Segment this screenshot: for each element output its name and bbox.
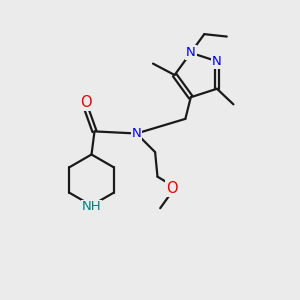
Text: O: O [166,181,177,196]
Text: NH: NH [82,200,101,214]
Text: N: N [132,127,141,140]
Text: N: N [212,55,222,68]
Text: O: O [80,95,92,110]
Text: N: N [186,46,196,59]
